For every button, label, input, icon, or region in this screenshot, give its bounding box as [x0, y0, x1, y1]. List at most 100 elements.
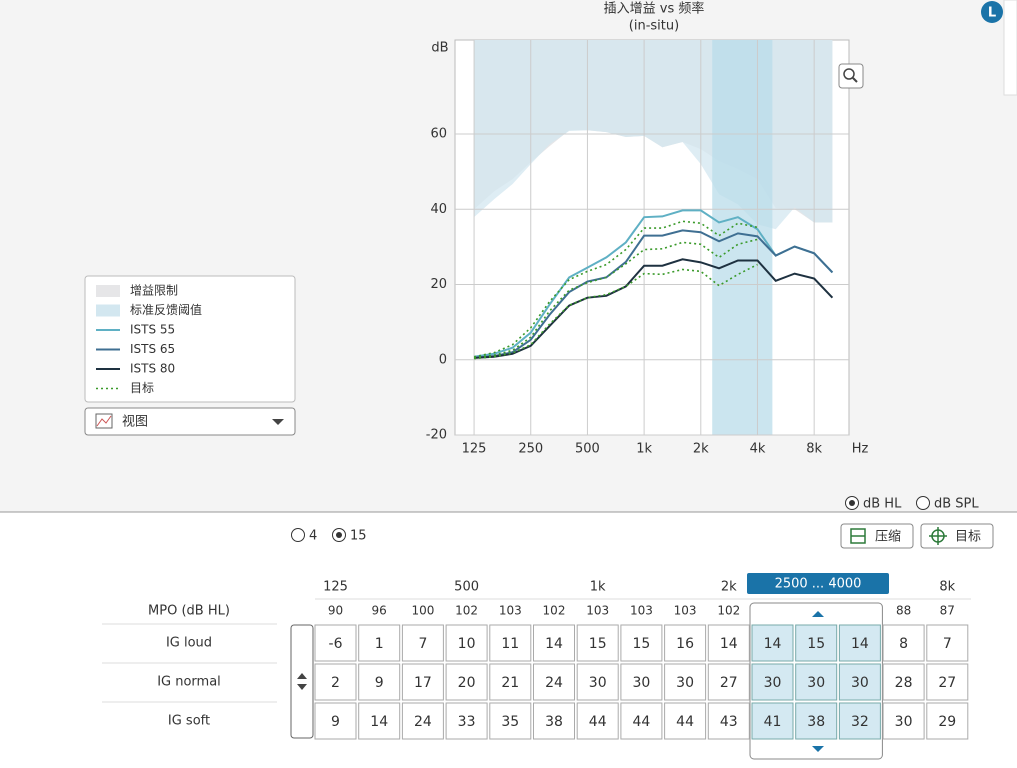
- cell-value[interactable]: 44: [676, 714, 694, 730]
- cell-value[interactable]: 32: [851, 714, 869, 730]
- cell-value[interactable]: 8: [899, 636, 908, 652]
- cell-value[interactable]: 14: [545, 636, 563, 652]
- radio-dot[interactable]: [336, 532, 342, 538]
- radio-label[interactable]: 4: [309, 529, 317, 544]
- cell[interactable]: [707, 624, 750, 662]
- cell-value[interactable]: 7: [418, 636, 427, 652]
- cell-value[interactable]: 43: [720, 714, 738, 730]
- zoom-icon[interactable]: [843, 68, 855, 80]
- cell-value[interactable]: 38: [807, 714, 825, 730]
- cell-value[interactable]: 30: [589, 675, 607, 691]
- cell-value[interactable]: 44: [632, 714, 650, 730]
- cell-value[interactable]: 9: [331, 714, 340, 730]
- cell[interactable]: [401, 702, 444, 740]
- cell[interactable]: [882, 624, 925, 662]
- cell[interactable]: [358, 663, 401, 701]
- button-label[interactable]: 目标: [955, 530, 981, 545]
- dropdown-arrow[interactable]: [272, 419, 284, 425]
- side-badge[interactable]: L: [988, 6, 996, 21]
- cell[interactable]: [489, 702, 532, 740]
- side-badge-bg[interactable]: [981, 1, 1003, 23]
- cell[interactable]: [401, 624, 444, 662]
- radio-dot[interactable]: [849, 500, 855, 506]
- cell[interactable]: [882, 663, 925, 701]
- radio[interactable]: [916, 496, 930, 510]
- view-icon[interactable]: [96, 415, 112, 427]
- cell-value[interactable]: 2: [331, 675, 340, 691]
- radio-label[interactable]: dB SPL: [934, 497, 979, 512]
- cell[interactable]: [314, 702, 357, 740]
- cell[interactable]: [576, 624, 619, 662]
- cell-value[interactable]: 14: [851, 636, 869, 652]
- cell[interactable]: [489, 624, 532, 662]
- cell-value[interactable]: 15: [589, 636, 607, 652]
- cell-value[interactable]: 14: [720, 636, 738, 652]
- cell-value[interactable]: 15: [807, 636, 825, 652]
- cell-value[interactable]: 35: [501, 714, 519, 730]
- cell[interactable]: [926, 663, 969, 701]
- cell[interactable]: [445, 663, 488, 701]
- cell-value[interactable]: 30: [807, 675, 825, 691]
- cell[interactable]: [664, 624, 707, 662]
- cell-value[interactable]: 11: [501, 636, 519, 652]
- cell-value[interactable]: 1: [375, 636, 384, 652]
- cell[interactable]: [664, 702, 707, 740]
- cell[interactable]: [533, 624, 575, 662]
- cell[interactable]: [533, 702, 575, 740]
- cell[interactable]: [358, 624, 401, 662]
- cell[interactable]: [576, 663, 619, 701]
- row-toggle-icon[interactable]: [297, 673, 307, 690]
- view-dropdown[interactable]: [84, 407, 296, 436]
- cell-value[interactable]: 30: [764, 675, 782, 691]
- cell[interactable]: [751, 663, 794, 701]
- cell[interactable]: [882, 702, 925, 740]
- cell-value[interactable]: 14: [764, 636, 782, 652]
- cell[interactable]: [401, 663, 444, 701]
- cell[interactable]: [838, 624, 881, 662]
- cell[interactable]: [838, 663, 881, 701]
- arrow-down[interactable]: [812, 746, 824, 752]
- radio-label[interactable]: 15: [350, 529, 367, 544]
- cell[interactable]: [576, 702, 619, 740]
- cell[interactable]: [707, 702, 750, 740]
- cell[interactable]: [707, 663, 750, 701]
- view-label[interactable]: 视图: [122, 415, 148, 430]
- cell[interactable]: [926, 624, 969, 662]
- cell-value[interactable]: 17: [414, 675, 432, 691]
- cell-value[interactable]: 29: [938, 714, 956, 730]
- cell-value[interactable]: 27: [938, 675, 956, 691]
- cell-value[interactable]: 10: [458, 636, 476, 652]
- cell[interactable]: [751, 702, 794, 740]
- cell[interactable]: [926, 702, 969, 740]
- zoom-box[interactable]: [838, 63, 864, 89]
- cell[interactable]: [445, 624, 488, 662]
- radio-label[interactable]: dB HL: [863, 497, 902, 512]
- cell[interactable]: [358, 702, 401, 740]
- arrow-up[interactable]: [812, 611, 824, 617]
- cell[interactable]: [751, 624, 794, 662]
- cell[interactable]: [620, 702, 663, 740]
- cell-value[interactable]: 9: [375, 675, 384, 691]
- zoom-button[interactable]: [838, 63, 864, 89]
- cell-value[interactable]: 24: [545, 675, 563, 691]
- cell-value[interactable]: 27: [720, 675, 738, 691]
- cell[interactable]: [795, 702, 838, 740]
- cell[interactable]: [314, 663, 357, 701]
- cell[interactable]: [620, 663, 663, 701]
- cell-value[interactable]: 14: [370, 714, 388, 730]
- cell-value[interactable]: 16: [676, 636, 694, 652]
- button[interactable]: [840, 523, 914, 549]
- cell-value[interactable]: 30: [632, 675, 650, 691]
- cell-value[interactable]: 30: [851, 675, 869, 691]
- cell[interactable]: [445, 702, 488, 740]
- cell-value[interactable]: 20: [458, 675, 476, 691]
- radio[interactable]: [291, 528, 305, 542]
- cell[interactable]: [795, 624, 838, 662]
- selected-label-bg[interactable]: [747, 573, 889, 594]
- cell-value[interactable]: 30: [676, 675, 694, 691]
- cell-value[interactable]: 15: [632, 636, 650, 652]
- cell-value[interactable]: 30: [895, 714, 913, 730]
- cell[interactable]: [314, 624, 357, 662]
- cell[interactable]: [489, 663, 532, 701]
- cell-value[interactable]: 38: [545, 714, 563, 730]
